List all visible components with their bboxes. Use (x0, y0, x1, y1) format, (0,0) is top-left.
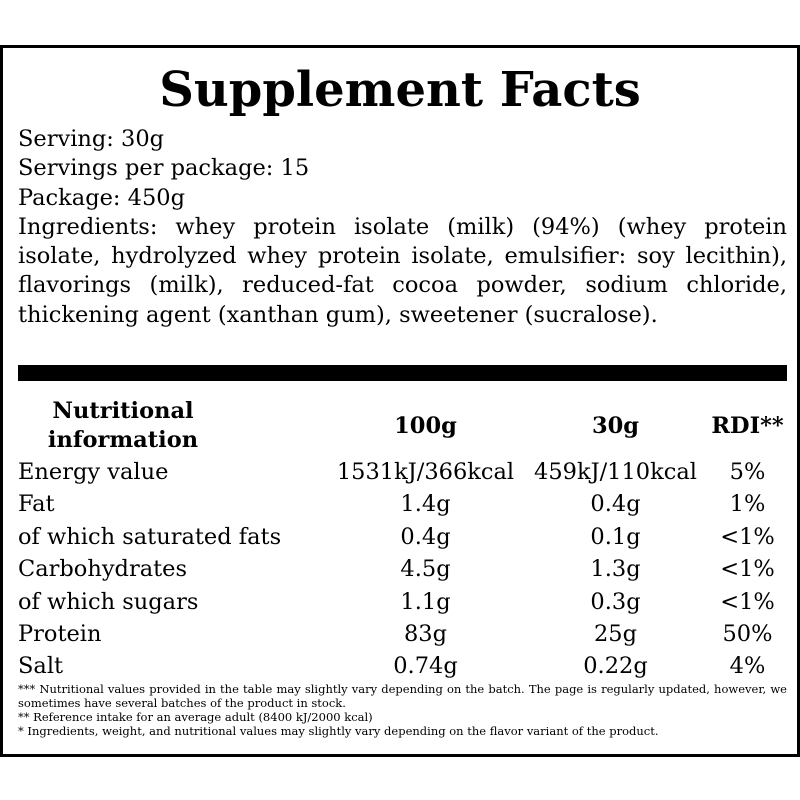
servings-per-package: Servings per package: 15 (18, 155, 310, 182)
row-per100g: 0.74g (393, 653, 458, 680)
row-per30g: 459kJ/110kcal (534, 459, 697, 485)
nutrition-table: Nutritional information 100g 30g RDI** E… (18, 396, 787, 683)
ingredients-text: Ingredients: whey protein isolate (milk)… (18, 213, 787, 328)
table-row: of which sugars 1.1g 0.3g <1% (18, 586, 787, 618)
header-100g: 100g (394, 412, 457, 439)
row-rdi: 50% (722, 621, 773, 648)
header-label-line2: information (47, 427, 199, 453)
row-label: Energy value (18, 459, 169, 485)
header-label-line1: Nutritional (52, 398, 194, 424)
table-row: Salt 0.74g 0.22g 4% (18, 650, 787, 682)
table-header-row: Nutritional information 100g 30g RDI** (18, 396, 787, 456)
row-per100g: 1.4g (400, 491, 451, 518)
header-30g: 30g (591, 412, 640, 439)
row-label: Protein (18, 621, 102, 648)
row-label: Salt (18, 653, 64, 680)
row-per30g: 25g (593, 621, 638, 648)
header-rdi: RDI** (711, 412, 784, 439)
row-per100g: 0.4g (400, 523, 451, 550)
row-per30g: 0.22g (583, 653, 648, 680)
footnotes: *** Nutritional values provided in the t… (18, 682, 787, 738)
product-info: Serving: 30g Servings per package: 15 Pa… (18, 125, 787, 330)
package-weight: Package: 450g (18, 184, 185, 211)
row-label: Carbohydrates (18, 556, 188, 583)
row-label: Fat (18, 491, 55, 518)
header-nutritional-information: Nutritional information (18, 396, 328, 456)
footnote-flavor-variation: * Ingredients, weight, and nutritional v… (18, 724, 659, 738)
row-rdi: <1% (720, 556, 775, 583)
row-label: of which sugars (18, 588, 199, 615)
footnote-batch-variation: *** Nutritional values provided in the t… (18, 682, 787, 710)
row-per100g: 1.1g (400, 588, 451, 615)
row-per100g: 4.5g (400, 556, 451, 583)
footnote-reference-intake: ** Reference intake for an average adult… (18, 710, 373, 724)
section-divider (18, 365, 787, 381)
row-rdi: 5% (729, 459, 766, 485)
row-rdi: 1% (729, 491, 766, 518)
row-per30g: 0.3g (590, 588, 641, 615)
supplement-facts-panel: Supplement Facts Serving: 30g Servings p… (0, 45, 800, 757)
table-row: Carbohydrates 4.5g 1.3g <1% (18, 553, 787, 585)
page-title: Supplement Facts (159, 62, 641, 118)
table-row: Energy value 1531kJ/366kcal 459kJ/110kca… (18, 456, 787, 488)
row-per30g: 1.3g (590, 556, 641, 583)
row-rdi: <1% (720, 588, 775, 615)
row-per100g: 1531kJ/366kcal (336, 459, 515, 485)
serving-size: Serving: 30g (18, 126, 165, 152)
row-per100g: 83g (403, 621, 448, 648)
table-row: Protein 83g 25g 50% (18, 618, 787, 650)
row-rdi: <1% (720, 523, 775, 550)
table-row: Fat 1.4g 0.4g 1% (18, 488, 787, 520)
row-per30g: 0.1g (590, 523, 641, 550)
row-label: of which saturated fats (18, 523, 282, 550)
table-row: of which saturated fats 0.4g 0.1g <1% (18, 521, 787, 553)
row-rdi: 4% (729, 653, 766, 680)
row-per30g: 0.4g (590, 491, 641, 518)
